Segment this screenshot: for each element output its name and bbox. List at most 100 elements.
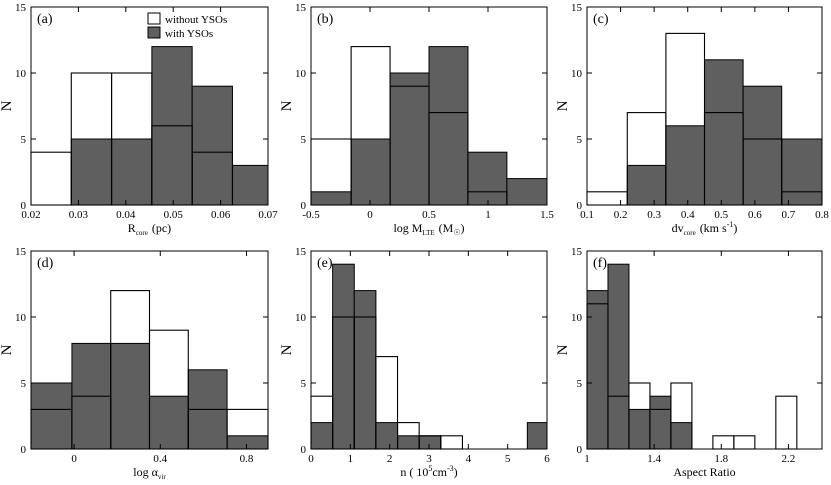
x-tick-label: 0.04 (116, 209, 136, 221)
y-tick-label: 15 (295, 246, 307, 258)
x-tick-label: 0.3 (647, 209, 661, 221)
y-tick-label: 5 (21, 378, 27, 390)
y-tick-label: 10 (295, 312, 307, 324)
bar-with-ysos (418, 435, 442, 450)
panel-c: 0.1 0.2 0.3 0.4 0.5 0.6 0.7 0.8 0 5 10 15 N (c) dvcore… (555, 2, 829, 237)
y-tick-label: 10 (15, 312, 27, 324)
x-axis-label-close: ) (454, 465, 458, 479)
x-axis-label: n ( 105cm-3) (400, 464, 457, 479)
y-axis-label: N (279, 100, 295, 111)
x-axis-label-close: ) (733, 221, 737, 235)
bar-with-ysos (607, 263, 630, 450)
y-tick-label: 0 (577, 444, 583, 456)
x-axis-label: log MLTE (M☉) (393, 221, 464, 237)
bar-with-ysos (781, 138, 823, 206)
x-axis-label-sup: -1 (727, 220, 734, 229)
bar-without-ysos (440, 435, 463, 450)
x-axis-label-sub: core (136, 229, 148, 237)
bar-with-ysos (742, 85, 783, 206)
x-tick-label: 0.05 (164, 209, 184, 221)
y-tick-label: 15 (15, 246, 27, 258)
x-axis-label-sun: ☉ (453, 228, 460, 237)
plot-frame (30, 6, 269, 206)
y-tick-label: 15 (295, 2, 307, 14)
x-tick-label: 1.5 (540, 209, 554, 221)
bar-with-ysos (586, 290, 609, 450)
panel-a: 0.02 0.03 0.04 0.05 0.06 0.07 0 5 10 15 N (a) Rcore (… (0, 2, 278, 237)
y-axis-label: N (555, 344, 571, 355)
y-tick-label: 15 (571, 246, 583, 258)
x-axis-label: log αvir (133, 465, 166, 481)
x-tick-label: 0.6 (748, 209, 762, 221)
bar-with-ysos (526, 422, 548, 450)
bar-with-ysos (110, 342, 151, 450)
x-tick-label: 0.4 (681, 209, 695, 221)
bar-with-ysos (704, 59, 744, 206)
x-axis-label-main: n ( 10 (400, 465, 428, 479)
x-tick-label: 2.2 (782, 453, 796, 465)
bar-with-ysos (350, 138, 391, 206)
x-axis-label-unit: (pc) (152, 221, 171, 235)
x-axis-label: Rcore (pc) (128, 221, 171, 237)
x-axis-label-sub: vir (158, 473, 166, 481)
y-axis-label: N (279, 344, 295, 355)
y-tick-label: 0 (577, 200, 583, 212)
bar-with-ysos (428, 46, 469, 206)
x-tick-label: 4 (466, 453, 472, 465)
bar-with-ysos (353, 290, 377, 450)
y-axis-label: N (0, 100, 15, 111)
plot-frame (586, 6, 823, 206)
x-axis-label-unit: (km s (700, 221, 727, 235)
bar-with-ysos (226, 435, 269, 450)
bar-without-ysos (30, 151, 72, 206)
panel-label: (b) (317, 12, 334, 27)
bar-with-ysos (467, 151, 508, 206)
y-tick-label: 10 (571, 68, 583, 80)
x-tick-label: 3 (426, 453, 432, 465)
x-tick-label: 5 (505, 453, 511, 465)
x-tick-label: 2 (387, 453, 393, 465)
bar-with-ysos (332, 263, 355, 450)
bar-with-ysos (628, 408, 651, 450)
y-tick-label: 10 (15, 68, 27, 80)
bar-with-ysos (665, 125, 706, 206)
bar-with-ysos (626, 164, 667, 206)
x-tick-label: 0.03 (69, 209, 89, 221)
x-axis-label-sub: core (684, 229, 696, 237)
y-tick-label: 5 (21, 134, 27, 146)
y-tick-label: 10 (571, 312, 583, 324)
bar-with-ysos (231, 164, 269, 206)
x-axis-label-sup2: -3 (447, 464, 454, 473)
bar-with-ysos (389, 72, 430, 206)
panel-label: (e) (317, 256, 333, 271)
y-axis-label: N (0, 344, 15, 355)
x-tick-label: 0.02 (21, 209, 40, 221)
x-tick-label: 1 (584, 453, 590, 465)
bar-with-ysos (111, 138, 153, 206)
x-axis-label-unit: cm (432, 465, 447, 479)
y-tick-label: 5 (301, 134, 307, 146)
y-tick-label: 0 (21, 200, 27, 212)
x-tick-label: 0.8 (815, 209, 829, 221)
panel-label: (a) (37, 12, 53, 27)
x-axis-label-main: R (128, 221, 136, 235)
bar-with-ysos (70, 138, 113, 206)
x-tick-label: 1 (485, 209, 491, 221)
x-tick-label: 0.1 (580, 209, 594, 221)
legend-label-with-ysos: with YSOs (165, 28, 213, 40)
panel-d: 0 0.4 0.8 0 5 10 15 N (d) log αvir (0, 246, 269, 481)
x-tick-label: 1.4 (647, 453, 661, 465)
x-axis-label-sup: 5 (428, 464, 432, 473)
x-tick-label: 0.06 (211, 209, 231, 221)
x-tick-label: 0.7 (782, 209, 796, 221)
x-axis-label-sub: LTE (422, 229, 434, 237)
bar-with-ysos (30, 382, 73, 450)
panel-label: (f) (593, 256, 607, 271)
x-axis-label-main: dv (672, 221, 684, 235)
bar-without-ysos (586, 191, 628, 206)
bar-with-ysos (191, 85, 233, 206)
y-tick-label: 5 (577, 134, 583, 146)
